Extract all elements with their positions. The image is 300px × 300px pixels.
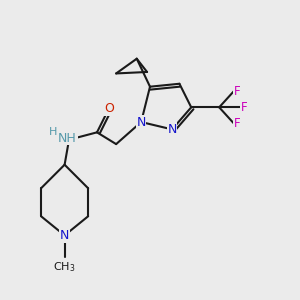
- Text: CH$_3$: CH$_3$: [53, 260, 76, 274]
- Text: N: N: [167, 123, 177, 136]
- Text: F: F: [233, 85, 240, 98]
- Text: O: O: [104, 102, 114, 115]
- Text: F: F: [241, 101, 247, 114]
- Text: NH: NH: [58, 132, 77, 145]
- Text: H: H: [49, 127, 57, 137]
- Text: N: N: [60, 229, 69, 242]
- Text: F: F: [233, 117, 240, 130]
- Text: N: N: [136, 116, 146, 128]
